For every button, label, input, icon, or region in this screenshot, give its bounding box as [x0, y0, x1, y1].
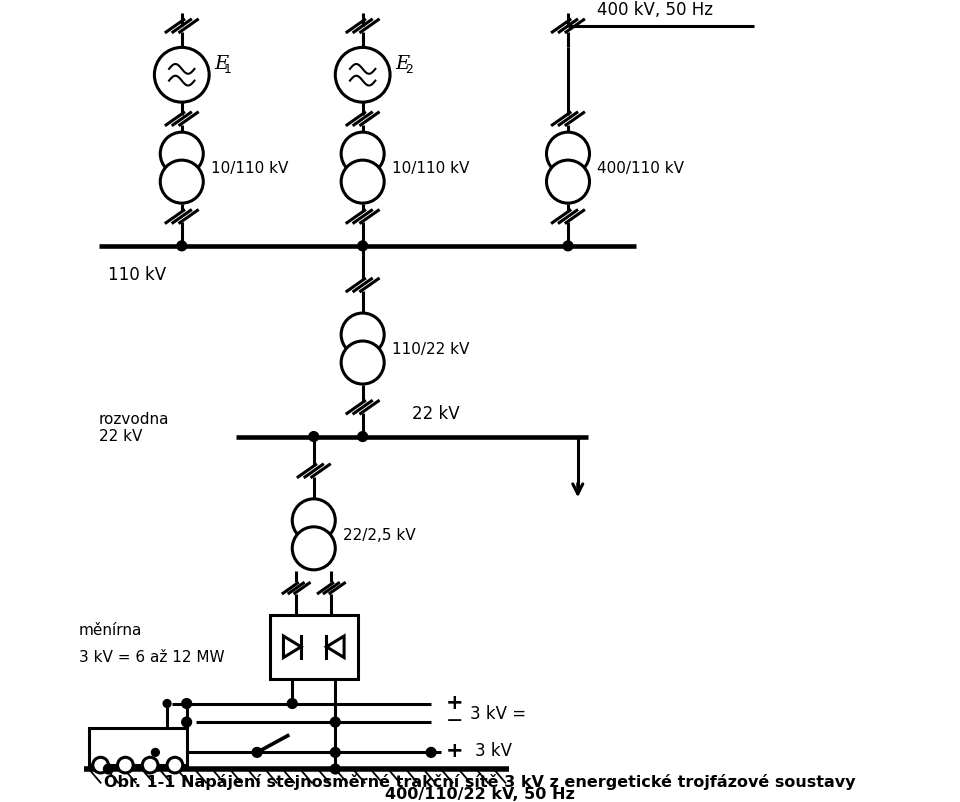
Circle shape: [330, 764, 340, 774]
Circle shape: [426, 747, 436, 757]
Text: 1: 1: [224, 63, 231, 76]
Text: E: E: [395, 55, 409, 73]
Circle shape: [335, 48, 390, 103]
Circle shape: [160, 161, 204, 204]
Circle shape: [117, 757, 133, 773]
Circle shape: [287, 699, 298, 708]
Circle shape: [341, 133, 384, 176]
Circle shape: [142, 757, 158, 773]
Text: +: +: [445, 691, 464, 711]
Text: 3 kV =: 3 kV =: [470, 704, 526, 722]
Circle shape: [546, 161, 589, 204]
Text: −: −: [445, 711, 464, 730]
Circle shape: [152, 748, 159, 756]
Circle shape: [163, 699, 171, 707]
Text: 2: 2: [405, 63, 413, 76]
Circle shape: [181, 699, 192, 708]
Circle shape: [309, 432, 319, 442]
Circle shape: [546, 133, 589, 176]
Text: 3 kV = 6 až 12 MW: 3 kV = 6 až 12 MW: [79, 650, 225, 664]
Circle shape: [181, 717, 192, 727]
Circle shape: [330, 747, 340, 757]
Circle shape: [167, 757, 182, 773]
Text: 400/110 kV: 400/110 kV: [597, 161, 684, 176]
Text: E: E: [214, 55, 228, 73]
Text: 10/110 kV: 10/110 kV: [211, 161, 288, 176]
Text: 400/110/22 kV, 50 Hz: 400/110/22 kV, 50 Hz: [385, 786, 575, 801]
Text: Obr. 1-1 Napájení stejnosměrné trakční sítě 3 kV z energetické trojfázové sousta: Obr. 1-1 Napájení stejnosměrné trakční s…: [105, 773, 855, 788]
Circle shape: [564, 241, 573, 252]
Text: rozvodna
22 kV: rozvodna 22 kV: [99, 411, 169, 444]
Bar: [89, 728, 186, 765]
Circle shape: [330, 717, 340, 727]
Circle shape: [160, 133, 204, 176]
Text: 22/2,5 kV: 22/2,5 kV: [343, 527, 416, 542]
Circle shape: [93, 757, 108, 773]
Text: 110 kV: 110 kV: [108, 266, 166, 284]
Circle shape: [292, 499, 335, 542]
Text: měnírna: měnírna: [79, 622, 142, 637]
Bar: [270, 615, 358, 678]
Circle shape: [341, 314, 384, 357]
Text: 10/110 kV: 10/110 kV: [392, 161, 469, 176]
Circle shape: [252, 747, 262, 757]
Text: +: +: [445, 740, 464, 760]
Circle shape: [292, 527, 335, 570]
Text: 400 kV, 50 Hz: 400 kV, 50 Hz: [597, 1, 713, 19]
Circle shape: [177, 241, 186, 252]
Text: 22 kV: 22 kV: [412, 404, 459, 423]
Circle shape: [358, 241, 368, 252]
Circle shape: [155, 48, 209, 103]
Circle shape: [358, 432, 368, 442]
Circle shape: [104, 764, 113, 774]
Circle shape: [341, 342, 384, 385]
Circle shape: [341, 161, 384, 204]
Text: 110/22 kV: 110/22 kV: [392, 342, 469, 357]
Text: 3 kV: 3 kV: [475, 742, 512, 759]
